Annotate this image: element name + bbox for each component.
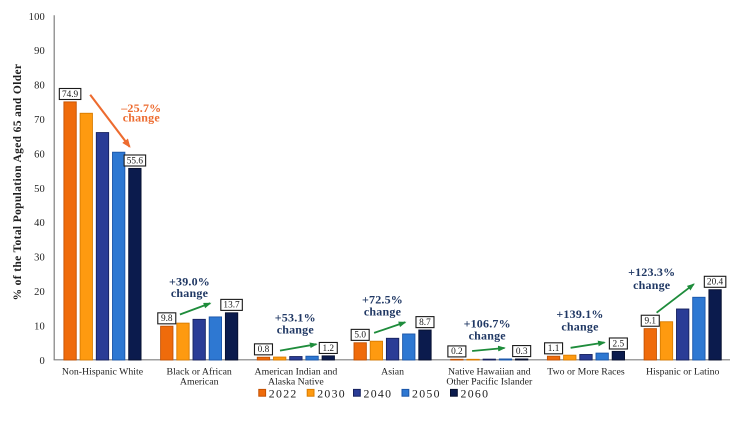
svg-text:100: 100 bbox=[29, 12, 45, 23]
svg-text:1.1: 1.1 bbox=[548, 344, 560, 354]
svg-text:8.7: 8.7 bbox=[419, 318, 431, 328]
svg-text:+123.3%: +123.3% bbox=[628, 265, 675, 279]
svg-text:change: change bbox=[171, 286, 209, 300]
svg-text:change: change bbox=[277, 323, 315, 337]
svg-text:+139.1%: +139.1% bbox=[556, 307, 603, 321]
svg-text:+106.7%: +106.7% bbox=[464, 317, 511, 331]
svg-text:2030: 2030 bbox=[317, 387, 346, 401]
svg-text:+39.0%: +39.0% bbox=[169, 275, 210, 289]
svg-text:Hispanic or Latino: Hispanic or Latino bbox=[646, 366, 720, 377]
svg-text:American Indian and: American Indian and bbox=[255, 366, 338, 377]
svg-text:9.8: 9.8 bbox=[161, 314, 173, 324]
svg-text:Other Pacific Islander: Other Pacific Islander bbox=[446, 376, 533, 387]
svg-text:55.6: 55.6 bbox=[127, 156, 144, 166]
svg-text:5.0: 5.0 bbox=[354, 331, 366, 341]
svg-text:Non-Hispanic White: Non-Hispanic White bbox=[62, 366, 144, 377]
svg-text:90: 90 bbox=[34, 46, 45, 57]
svg-text:74.9: 74.9 bbox=[62, 90, 79, 100]
svg-text:13.7: 13.7 bbox=[223, 301, 240, 311]
svg-text:0.3: 0.3 bbox=[516, 347, 528, 357]
svg-text:American: American bbox=[180, 376, 219, 387]
svg-text:20.4: 20.4 bbox=[707, 278, 724, 288]
svg-text:70: 70 bbox=[34, 115, 45, 126]
svg-text:0: 0 bbox=[40, 356, 45, 367]
svg-text:change: change bbox=[561, 319, 599, 333]
svg-text:Native Hawaiian and: Native Hawaiian and bbox=[448, 366, 531, 377]
svg-text:Asian: Asian bbox=[381, 366, 404, 377]
svg-text:2050: 2050 bbox=[412, 387, 441, 401]
svg-text:2022: 2022 bbox=[269, 387, 298, 401]
svg-text:change: change bbox=[469, 329, 507, 343]
svg-text:–25.7%: –25.7% bbox=[120, 101, 161, 115]
svg-text:change: change bbox=[633, 278, 671, 292]
svg-text:30: 30 bbox=[34, 253, 45, 264]
svg-text:40: 40 bbox=[34, 218, 45, 229]
svg-text:Two or More Races: Two or More Races bbox=[547, 366, 625, 377]
svg-text:change: change bbox=[123, 111, 161, 125]
svg-text:60: 60 bbox=[34, 149, 45, 160]
svg-text:Alaska Native: Alaska Native bbox=[268, 376, 324, 387]
svg-text:80: 80 bbox=[34, 81, 45, 92]
svg-text:2.5: 2.5 bbox=[613, 339, 625, 349]
svg-text:0.8: 0.8 bbox=[258, 345, 270, 355]
svg-text:% of the Total Population Aged: % of the Total Population Aged 65 and Ol… bbox=[12, 64, 24, 301]
svg-text:50: 50 bbox=[34, 184, 45, 195]
svg-text:20: 20 bbox=[34, 287, 45, 298]
svg-text:2040: 2040 bbox=[364, 387, 393, 401]
svg-text:1.2: 1.2 bbox=[322, 344, 334, 354]
svg-text:0.2: 0.2 bbox=[451, 347, 463, 357]
svg-text:change: change bbox=[364, 304, 402, 318]
svg-text:9.1: 9.1 bbox=[644, 317, 656, 327]
svg-text:+53.1%: +53.1% bbox=[275, 310, 316, 324]
svg-text:+72.5%: +72.5% bbox=[362, 292, 403, 306]
svg-text:10: 10 bbox=[34, 321, 45, 332]
svg-text:2060: 2060 bbox=[461, 387, 490, 401]
svg-text:Black or African: Black or African bbox=[167, 366, 232, 377]
